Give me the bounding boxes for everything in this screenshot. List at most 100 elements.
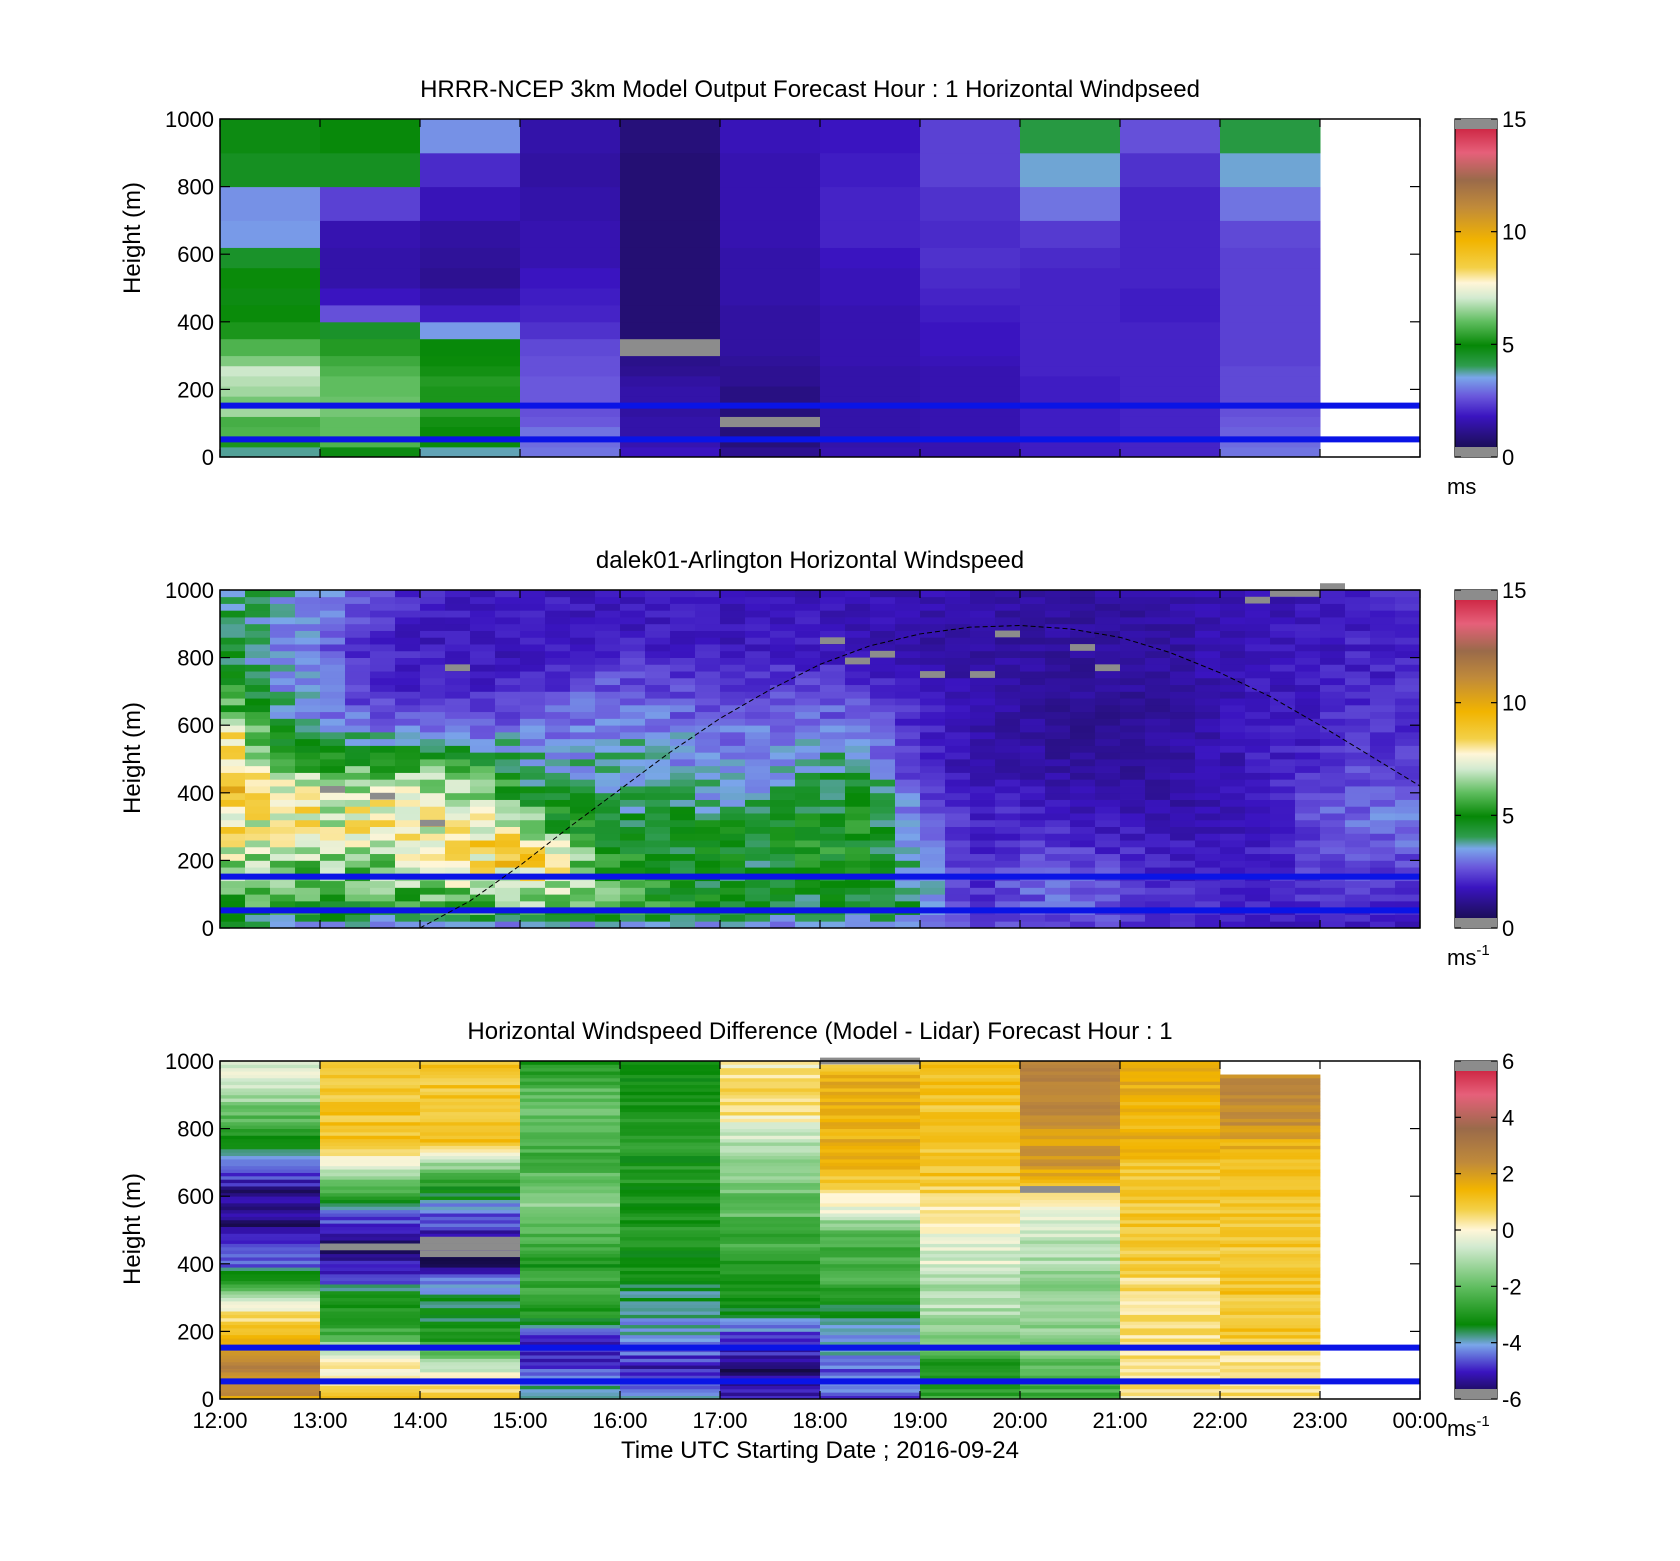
heatmap-cell xyxy=(1370,765,1396,773)
panel-title: dalek01-Arlington Horizontal Windspeed xyxy=(596,547,1024,574)
heatmap-cell xyxy=(720,1300,821,1305)
heatmap-cell xyxy=(1220,1361,1321,1366)
heatmap-cell xyxy=(1220,1142,1321,1146)
heatmap-cell xyxy=(795,880,821,888)
heatmap-cell xyxy=(820,1152,921,1157)
heatmap-cell xyxy=(670,806,696,814)
heatmap-cell xyxy=(1395,711,1421,719)
heatmap-cell xyxy=(495,840,521,848)
heatmap-cell xyxy=(495,691,521,699)
heatmap-cell xyxy=(495,806,521,814)
heatmap-cell xyxy=(395,772,421,780)
heatmap-cell xyxy=(720,704,746,713)
heatmap-cell xyxy=(545,596,571,604)
heatmap-cell xyxy=(1020,1253,1121,1258)
heatmap-cell xyxy=(945,644,971,652)
heatmap-cell xyxy=(1220,1388,1321,1393)
heatmap-cell xyxy=(720,1250,821,1255)
heatmap-cell xyxy=(820,1142,921,1146)
heatmap-cell xyxy=(495,880,521,888)
heatmap-cell xyxy=(920,304,1021,323)
heatmap-cell xyxy=(620,247,721,269)
heatmap-cell xyxy=(520,1236,621,1241)
heatmap-cell xyxy=(745,860,771,868)
heatmap-cell xyxy=(570,840,596,848)
heatmap-cell xyxy=(520,657,546,665)
heatmap-cell xyxy=(670,731,696,740)
heatmap-cell xyxy=(245,711,271,719)
heatmap-cell xyxy=(770,765,796,773)
overlay-lines xyxy=(220,402,1420,443)
heatmap-cell xyxy=(1020,840,1046,848)
heatmap-cell xyxy=(820,267,921,289)
y-tick-label: 1000 xyxy=(165,107,214,132)
heatmap-cell xyxy=(1070,880,1096,888)
heatmap-cell xyxy=(270,738,296,746)
heatmap-cell xyxy=(570,590,596,598)
heatmap-cell xyxy=(370,745,396,753)
heatmap-cell xyxy=(695,637,721,645)
heatmap-cell xyxy=(620,1246,721,1251)
heatmap-cell xyxy=(545,698,571,706)
heatmap-cell xyxy=(370,880,396,888)
heatmap-cell xyxy=(320,1196,421,1200)
heatmap-cell xyxy=(1195,860,1221,868)
heatmap-cell xyxy=(1395,725,1421,733)
heatmap-cell xyxy=(620,630,646,638)
heatmap-cell xyxy=(445,819,471,827)
no-data-cell xyxy=(1095,664,1120,672)
heatmap-cell xyxy=(1270,914,1296,922)
heatmap-cell xyxy=(695,914,721,922)
heatmap-cell xyxy=(845,610,871,618)
heatmap-cell xyxy=(670,900,696,909)
heatmap-cell xyxy=(520,745,546,753)
colorbar-tick-label: 15 xyxy=(1502,578,1526,603)
heatmap-cell xyxy=(470,691,496,699)
heatmap-cell xyxy=(345,671,371,679)
heatmap-cell xyxy=(620,1395,721,1400)
heatmap-cell xyxy=(845,880,871,888)
heatmap-cell xyxy=(420,786,446,794)
heatmap-cell xyxy=(1395,779,1421,787)
heatmap-cell xyxy=(520,1135,621,1140)
heatmap-cell xyxy=(895,603,921,611)
heatmap-cell xyxy=(1195,792,1221,800)
heatmap-cell xyxy=(395,691,421,699)
heatmap-cell xyxy=(770,691,796,699)
heatmap-cell xyxy=(1120,806,1146,814)
heatmap-cell xyxy=(1320,698,1346,706)
heatmap-cell xyxy=(1245,650,1271,658)
heatmap-cell xyxy=(670,596,696,604)
heatmap-cell xyxy=(770,590,796,598)
heatmap-cell xyxy=(1120,1192,1221,1197)
heatmap-cell xyxy=(920,1270,1021,1275)
heatmap-cell xyxy=(420,799,446,807)
heatmap-cell xyxy=(1245,786,1271,794)
heatmap-cell xyxy=(1295,860,1321,868)
heatmap-cell xyxy=(1220,684,1246,692)
heatmap-cell xyxy=(1170,630,1196,638)
heatmap-cell xyxy=(820,1175,921,1180)
heatmap-cell xyxy=(520,1077,621,1082)
heatmap-cell xyxy=(1120,1246,1221,1251)
heatmap-cell xyxy=(270,610,296,618)
heatmap-cell xyxy=(320,1192,421,1197)
heatmap-cell xyxy=(1220,806,1246,814)
heatmap-cell xyxy=(920,1334,1021,1339)
heatmap-cell xyxy=(1095,738,1121,746)
heatmap-cell xyxy=(420,1128,521,1133)
heatmap-cell xyxy=(995,698,1021,706)
heatmap-cell xyxy=(520,1186,621,1190)
heatmap-cell xyxy=(795,772,821,780)
heatmap-cell xyxy=(220,1277,321,1282)
heatmap-cell xyxy=(570,704,596,713)
heatmap-cell xyxy=(745,623,771,631)
heatmap-cell xyxy=(820,630,846,638)
heatmap-cell xyxy=(1120,1341,1221,1346)
heatmap-cell xyxy=(995,623,1021,631)
heatmap-cell xyxy=(270,664,296,672)
heatmap-cell xyxy=(595,867,621,875)
heatmap-cell xyxy=(920,1209,1021,1214)
heatmap-cell xyxy=(545,630,571,638)
